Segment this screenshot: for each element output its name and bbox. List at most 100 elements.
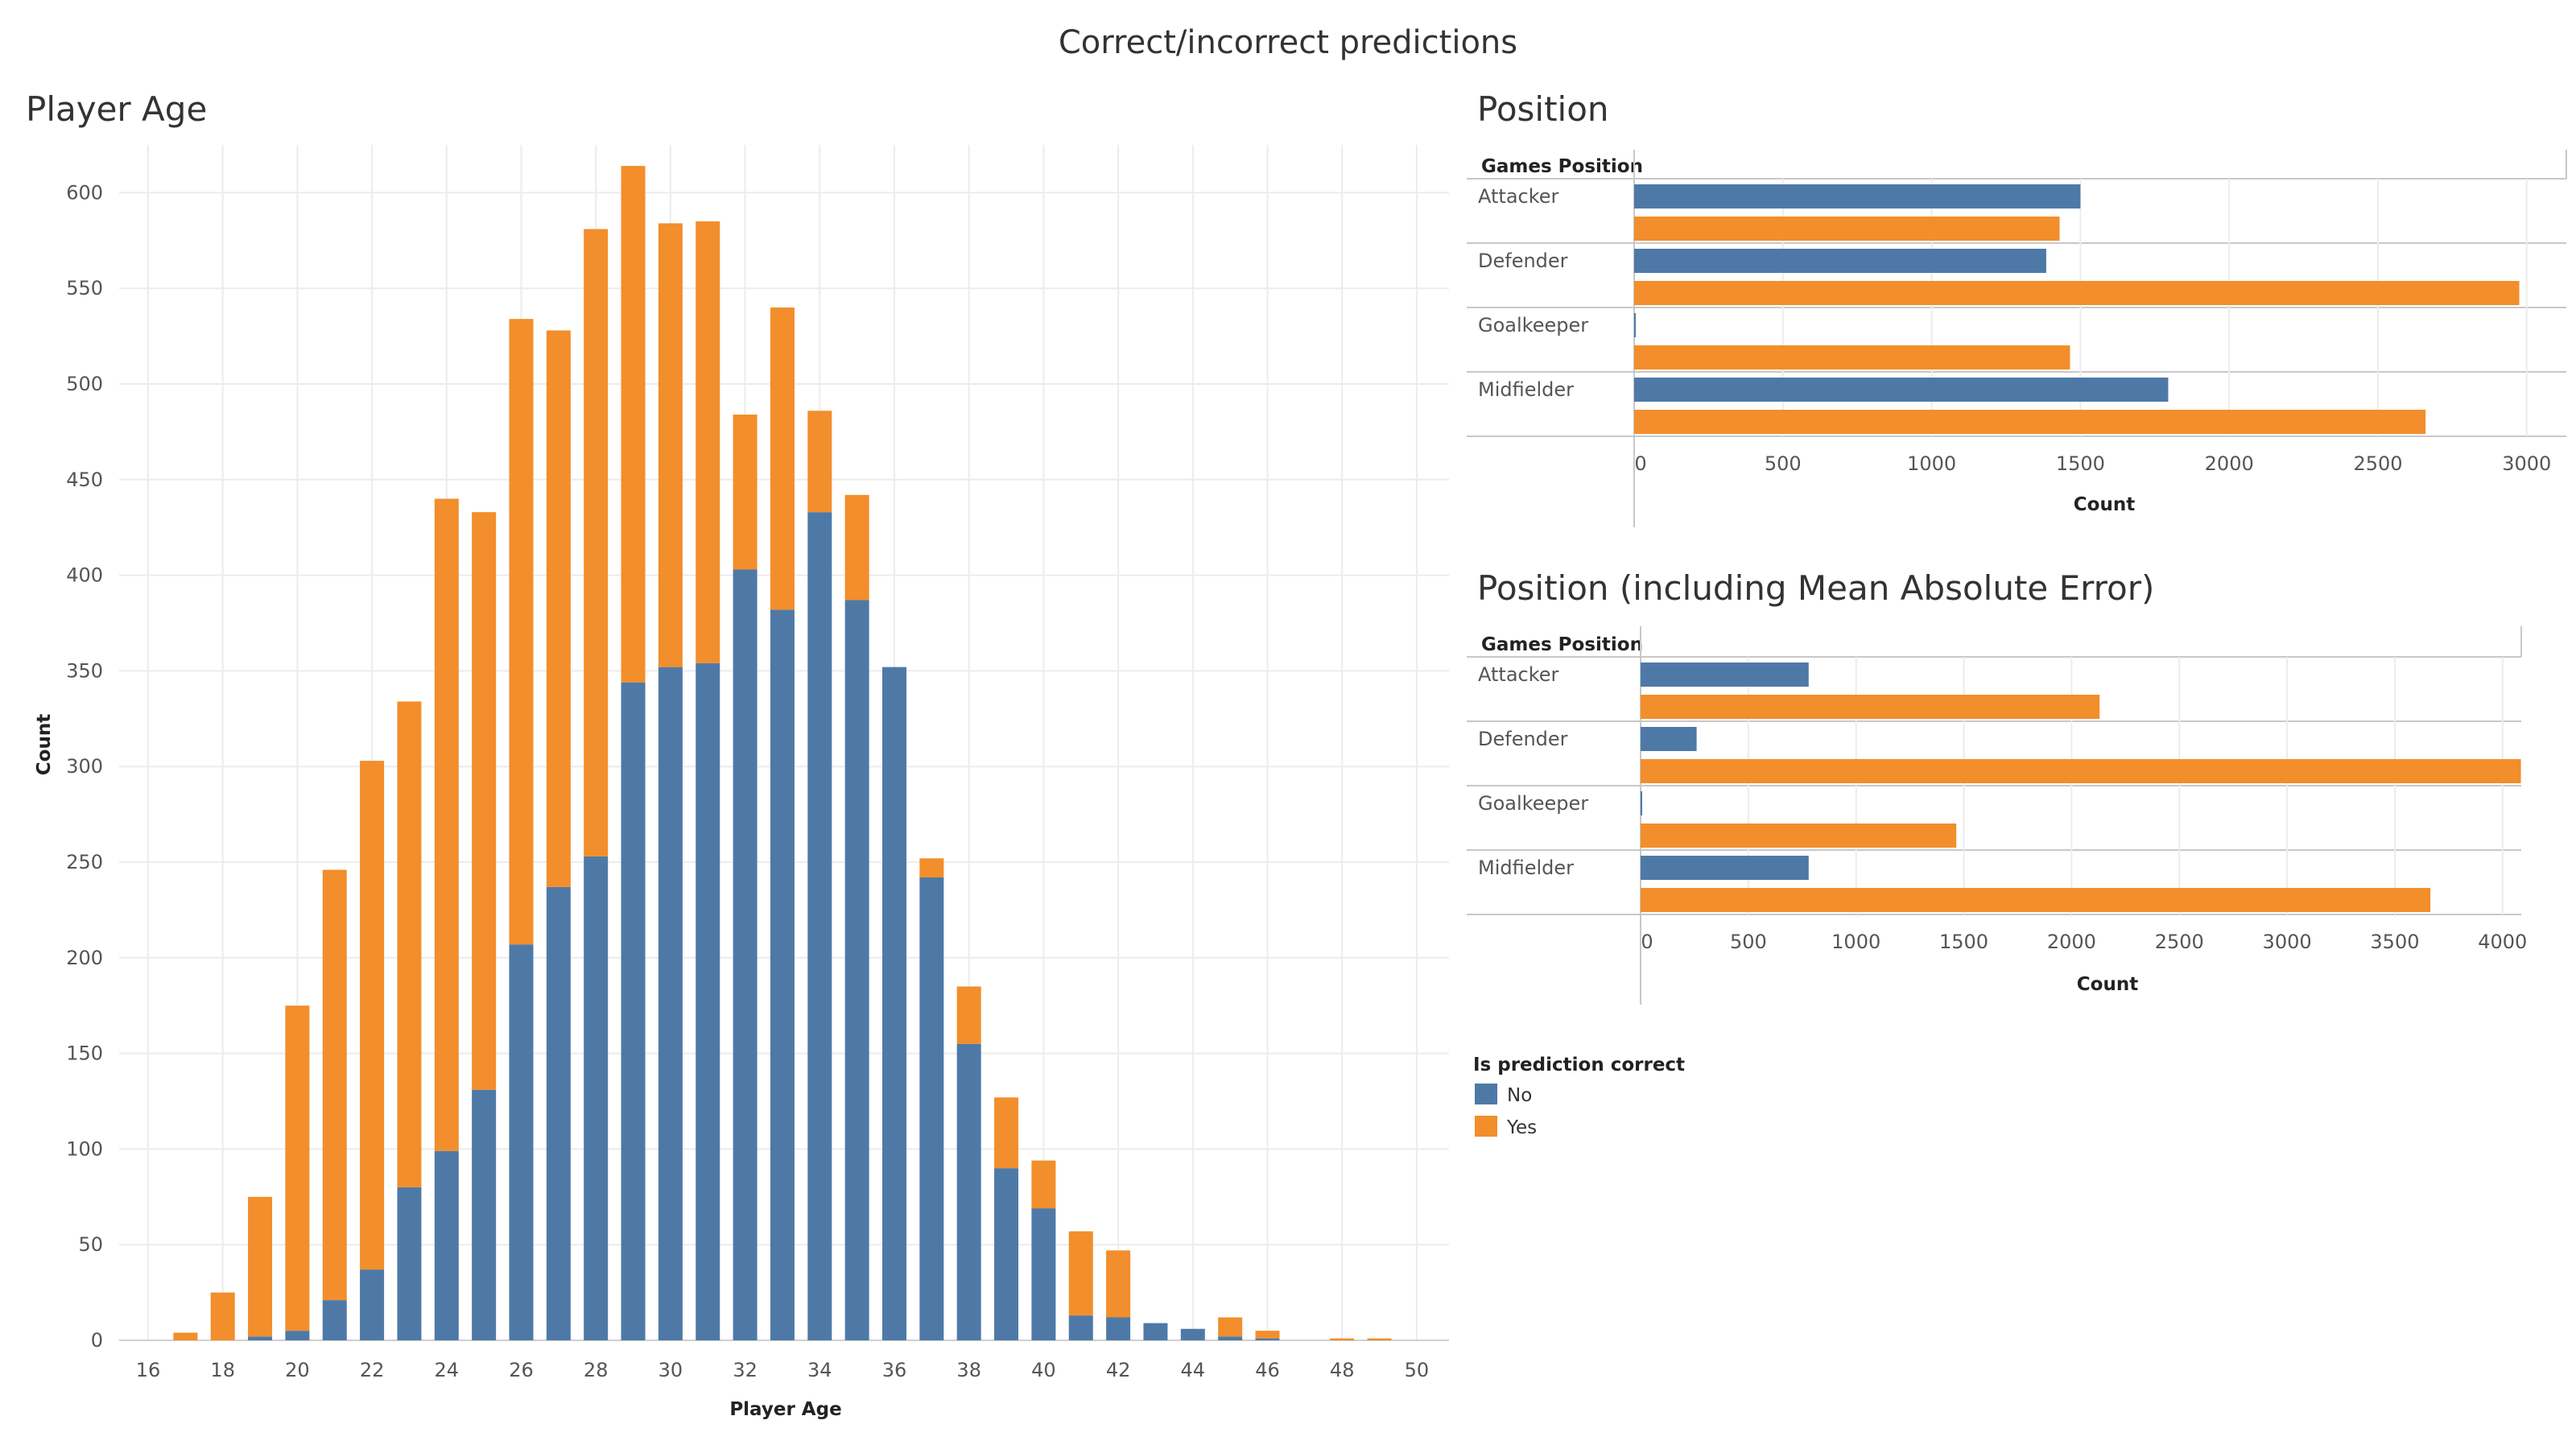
age-bar-yes [1367, 1338, 1392, 1340]
bar-midfielder-yes [1634, 410, 2426, 434]
row-label: Attacker [1478, 185, 1559, 208]
position-mae-chart-title: Position (including Mean Absolute Error) [1477, 568, 2154, 608]
age-bar-no [1031, 1208, 1056, 1340]
age-y-axis: 0 50 100 150 200 250 300 350 400 450 500 550 600 [66, 181, 103, 1352]
age-bar-yes [546, 330, 571, 887]
age-bar-yes [584, 229, 609, 857]
row-label: Goalkeeper [1478, 792, 1588, 815]
age-x-tick-label: 48 [1330, 1359, 1355, 1381]
age-y-tick-label: 0 [91, 1329, 103, 1352]
age-x-tick-label: 18 [210, 1359, 235, 1381]
age-bar-no [733, 569, 758, 1340]
age-bar-yes [1330, 1338, 1355, 1340]
age-bar-yes [994, 1097, 1019, 1169]
age-x-axis-title: Player Age [729, 1399, 841, 1420]
age-bars [173, 166, 1392, 1340]
position-mae-x-axis-title: Count [2077, 974, 2138, 995]
position-mae-frame [1467, 626, 2522, 1005]
age-y-tick-label: 600 [66, 181, 103, 204]
age-y-tick-label: 400 [66, 564, 103, 587]
age-y-tick-label: 300 [66, 755, 103, 778]
age-bar-yes [1106, 1250, 1131, 1318]
row-label: Defender [1478, 728, 1568, 750]
age-bar-yes [621, 166, 646, 683]
age-bar-no [1068, 1315, 1093, 1340]
position-mae-row-header: Games Position [1481, 634, 1643, 655]
age-bar-yes [658, 223, 683, 667]
age-bar-no [1106, 1317, 1131, 1340]
age-bar-no [1143, 1323, 1168, 1340]
bar-defender-no [1641, 727, 1697, 751]
x-tick-label: 1000 [1907, 452, 1956, 475]
age-bar-yes [285, 1005, 310, 1331]
position-row-header: Games Position [1481, 156, 1643, 177]
x-tick-label: 2500 [2155, 931, 2204, 953]
age-x-tick-label: 32 [733, 1359, 758, 1381]
age-bar-yes [733, 415, 758, 570]
bar-attacker-yes [1634, 217, 2060, 241]
age-bar-no [919, 877, 944, 1340]
age-bar-yes [434, 498, 459, 1151]
age-y-tick-label: 100 [66, 1137, 103, 1160]
age-bar-no [696, 663, 720, 1340]
age-x-tick-label: 46 [1255, 1359, 1280, 1381]
position-row-labels: Attacker Defender Goalkeeper Midfielder [1478, 185, 1588, 401]
age-x-tick-label: 38 [956, 1359, 981, 1381]
x-tick-label: 3500 [2370, 931, 2419, 953]
age-bar-no [322, 1300, 347, 1340]
x-tick-label: 2000 [2205, 452, 2254, 475]
age-bar-yes [770, 307, 795, 610]
age-y-tick-label: 500 [66, 373, 103, 395]
age-bar-yes [696, 221, 720, 663]
position-mae-bars [1641, 663, 2521, 912]
x-tick-label: 2500 [2353, 452, 2402, 475]
age-bar-no [994, 1168, 1019, 1340]
position-mae-x-axis: 0 500 1000 1500 2000 2500 3000 3500 4000 [1641, 931, 2527, 953]
age-bar-no [546, 886, 571, 1340]
age-chart: Player Age 0 50 100 150 200 250 300 350 400 450 50… [26, 89, 1449, 1420]
row-label: Goalkeeper [1478, 314, 1588, 336]
age-y-tick-label: 200 [66, 947, 103, 969]
legend-title: Is prediction correct [1473, 1055, 1685, 1075]
age-x-tick-label: 50 [1405, 1359, 1430, 1381]
age-x-tick-label: 16 [136, 1359, 161, 1381]
bar-attacker-yes [1641, 695, 2100, 719]
bar-midfielder-no [1641, 856, 1809, 880]
age-bar-yes [210, 1292, 235, 1340]
age-x-tick-label: 24 [435, 1359, 460, 1381]
x-tick-label: 3000 [2263, 931, 2312, 953]
bar-defender-yes [1634, 281, 2520, 305]
row-label: Midfielder [1478, 378, 1574, 401]
age-bar-no [285, 1331, 310, 1340]
age-bar-no [621, 682, 646, 1340]
x-tick-label: 0 [1641, 931, 1653, 953]
position-chart-title: Position [1477, 89, 1609, 129]
x-tick-label: 3000 [2502, 452, 2551, 475]
legend-label-yes: Yes [1506, 1117, 1537, 1138]
age-x-tick-label: 40 [1031, 1359, 1056, 1381]
age-bar-no [434, 1150, 459, 1340]
age-bar-no [1218, 1336, 1243, 1340]
bar-midfielder-no [1634, 378, 2169, 402]
age-bar-yes [1031, 1160, 1056, 1209]
x-tick-label: 500 [1730, 931, 1767, 953]
age-bar-no [658, 667, 683, 1340]
age-bar-no [509, 944, 534, 1340]
position-chart: Position Games Position Attacker Defender… [1467, 89, 2567, 527]
age-bar-yes [844, 494, 869, 601]
bar-attacker-no [1634, 184, 2081, 208]
position-mae-row-labels: Attacker Defender Goalkeeper Midfielder [1478, 663, 1588, 879]
x-tick-label: 1500 [1939, 931, 1988, 953]
age-bar-yes [807, 411, 832, 513]
bar-goalkeeper-no [1634, 313, 1636, 337]
bar-defender-no [1634, 249, 2046, 273]
age-bar-yes [472, 512, 497, 1090]
age-y-tick-label: 50 [78, 1233, 103, 1256]
position-mae-chart: Position (including Mean Absolute Error)… [1467, 568, 2527, 1005]
position-frame [1467, 150, 2567, 527]
age-x-tick-label: 42 [1106, 1359, 1131, 1381]
age-bar-no [1180, 1328, 1205, 1340]
age-bar-no [1255, 1338, 1280, 1340]
age-x-axis: 16 18 20 22 24 26 28 30 32 34 36 38 40 42 44 46 48 50 [136, 1359, 1429, 1381]
